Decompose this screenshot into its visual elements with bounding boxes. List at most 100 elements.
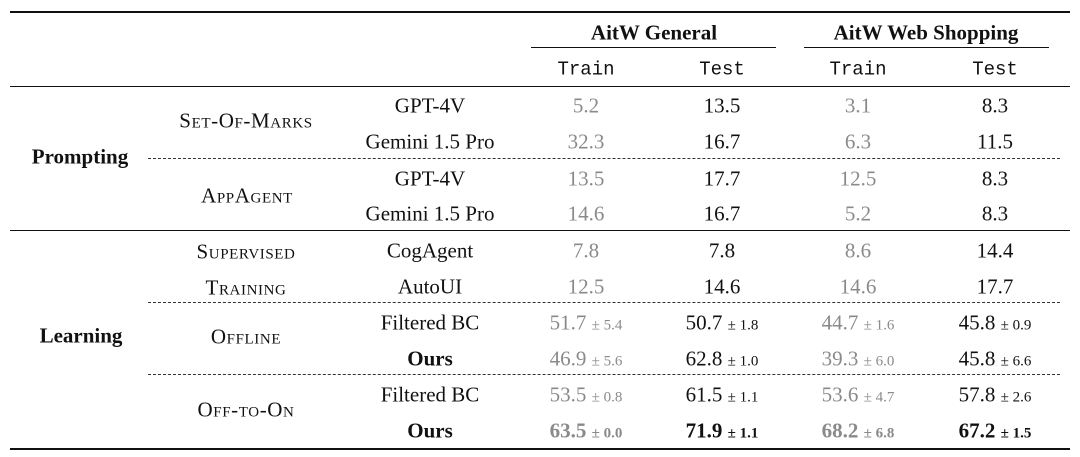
dashed-separator bbox=[148, 374, 1060, 375]
value-cell: 32.3 bbox=[567, 129, 605, 154]
value-cell: 14.6 bbox=[568, 203, 605, 225]
model-name: Filtered BC bbox=[380, 382, 480, 407]
value-number: 6.3 bbox=[844, 129, 872, 154]
value-cell: 5.2 bbox=[844, 201, 872, 226]
value-cell: 50.7 ± 1.8 bbox=[685, 310, 759, 335]
value-number: 45.8 bbox=[958, 346, 996, 371]
value-cell: 12.5 bbox=[567, 274, 605, 299]
header-underline-web-shopping bbox=[804, 47, 1049, 48]
method-label-set-of-marks: SET-OF-MARKS bbox=[179, 108, 313, 133]
model-name: GPT-4V bbox=[394, 166, 466, 191]
value-cell: 68.2 ± 6.8 bbox=[821, 418, 895, 443]
header-underline-general bbox=[531, 47, 776, 48]
value-cell: 14.6 bbox=[839, 274, 877, 299]
model-name: Ours bbox=[407, 418, 453, 443]
model-name: Gemini 1.5 Pro bbox=[365, 129, 495, 154]
value-cell: 62.8 ± 1.0 bbox=[685, 346, 759, 371]
value-cell: 39.3 ± 6.0 bbox=[822, 348, 895, 370]
top-rule bbox=[10, 11, 1070, 13]
value-cell: 16.7 bbox=[703, 129, 741, 154]
method-label-training: TRAINING bbox=[205, 275, 287, 300]
value-number: 5.2 bbox=[572, 93, 600, 118]
value-cell: 13.5 bbox=[567, 166, 605, 191]
value-stddev: ± 2.6 bbox=[1000, 389, 1032, 406]
value-stddev: ± 0.8 bbox=[591, 389, 623, 406]
dashed-separator bbox=[148, 302, 1060, 303]
value-number: 7.8 bbox=[572, 238, 600, 263]
value-number: 63.5 bbox=[549, 418, 587, 443]
value-cell: 13.5 bbox=[703, 93, 741, 118]
value-number: 11.5 bbox=[977, 129, 1013, 154]
header-bottom-rule bbox=[10, 86, 1070, 87]
subheader-test: Test bbox=[972, 58, 1018, 81]
group-label-prompting: Prompting bbox=[31, 144, 129, 169]
value-cell: 8.3 bbox=[982, 168, 1008, 190]
value-cell: 12.5 bbox=[839, 166, 877, 191]
value-number: 12.5 bbox=[839, 166, 877, 191]
value-cell: 67.2 ± 1.5 bbox=[958, 418, 1032, 443]
value-cell: 44.7 ± 1.6 bbox=[822, 312, 895, 334]
value-stddev: ± 4.7 bbox=[863, 389, 895, 406]
value-number: 3.1 bbox=[844, 93, 872, 118]
value-number: 16.7 bbox=[703, 129, 741, 154]
value-cell: 8.3 bbox=[982, 95, 1008, 117]
bottom-rule bbox=[10, 448, 1070, 450]
value-cell: 8.6 bbox=[845, 240, 871, 262]
value-number: 13.5 bbox=[567, 166, 605, 191]
value-number: 57.8 bbox=[958, 382, 996, 407]
subheader-train: Train bbox=[557, 58, 615, 81]
value-stddev: ± 1.1 bbox=[727, 425, 759, 442]
value-stddev: ± 6.8 bbox=[863, 425, 895, 442]
value-stddev: ± 1.5 bbox=[1000, 425, 1032, 442]
value-cell: 53.5 ± 0.8 bbox=[549, 382, 623, 407]
value-stddev: ± 1.0 bbox=[727, 353, 759, 370]
value-cell: 45.8 ± 0.9 bbox=[958, 310, 1032, 335]
value-number: 53.5 bbox=[549, 382, 587, 407]
model-name: GPT-4V bbox=[394, 93, 466, 118]
value-number: 67.2 bbox=[958, 418, 996, 443]
value-cell: 3.1 bbox=[844, 93, 872, 118]
value-cell: 7.8 bbox=[572, 238, 600, 263]
value-number: 17.7 bbox=[703, 166, 741, 191]
header-aitw-general: AitW General bbox=[590, 20, 718, 45]
value-cell: 7.8 bbox=[708, 238, 736, 263]
method-label-supervised: SUPERVISED bbox=[196, 239, 296, 264]
value-cell: 71.9 ± 1.1 bbox=[686, 420, 759, 442]
model-name: AutoUI bbox=[397, 274, 463, 299]
value-number: 50.7 bbox=[685, 310, 723, 335]
model-name: Ours bbox=[407, 346, 453, 371]
value-number: 14.6 bbox=[703, 274, 741, 299]
value-number: 45.8 bbox=[958, 310, 996, 335]
value-number: 61.5 bbox=[685, 382, 723, 407]
value-cell: 17.7 bbox=[976, 274, 1014, 299]
model-name: Filtered BC bbox=[380, 310, 480, 335]
value-number: 68.2 bbox=[821, 418, 859, 443]
value-number: 12.5 bbox=[567, 274, 605, 299]
value-cell: 16.7 bbox=[704, 203, 741, 225]
value-stddev: ± 6.6 bbox=[1000, 353, 1032, 370]
value-number: 14.4 bbox=[976, 238, 1014, 263]
value-cell: 46.9 ± 5.6 bbox=[550, 348, 623, 370]
value-number: 51.7 bbox=[549, 310, 587, 335]
header-aitw-web-shopping: AitW Web Shopping bbox=[833, 20, 1019, 45]
value-number: 5.2 bbox=[844, 201, 872, 226]
value-number: 17.7 bbox=[976, 274, 1014, 299]
value-cell: 17.7 bbox=[703, 166, 741, 191]
value-stddev: ± 1.1 bbox=[727, 389, 759, 406]
method-label-offline: OFFLINE bbox=[210, 324, 282, 349]
value-number: 7.8 bbox=[708, 238, 736, 263]
value-number: 62.8 bbox=[685, 346, 723, 371]
value-cell: 11.5 bbox=[977, 129, 1013, 154]
value-number: 14.6 bbox=[839, 274, 877, 299]
value-number: 32.3 bbox=[567, 129, 605, 154]
value-cell: 61.5 ± 1.1 bbox=[685, 382, 759, 407]
model-name: Gemini 1.5 Pro bbox=[365, 201, 495, 226]
method-label-appagent: APPAGENT bbox=[201, 183, 293, 208]
value-cell: 6.3 bbox=[844, 129, 872, 154]
value-stddev: ± 1.6 bbox=[863, 317, 895, 334]
subheader-train: Train bbox=[829, 58, 887, 81]
value-cell: 14.6 bbox=[703, 274, 741, 299]
value-cell: 14.4 bbox=[976, 238, 1014, 263]
dashed-separator bbox=[148, 158, 1060, 159]
value-number: 13.5 bbox=[703, 93, 741, 118]
